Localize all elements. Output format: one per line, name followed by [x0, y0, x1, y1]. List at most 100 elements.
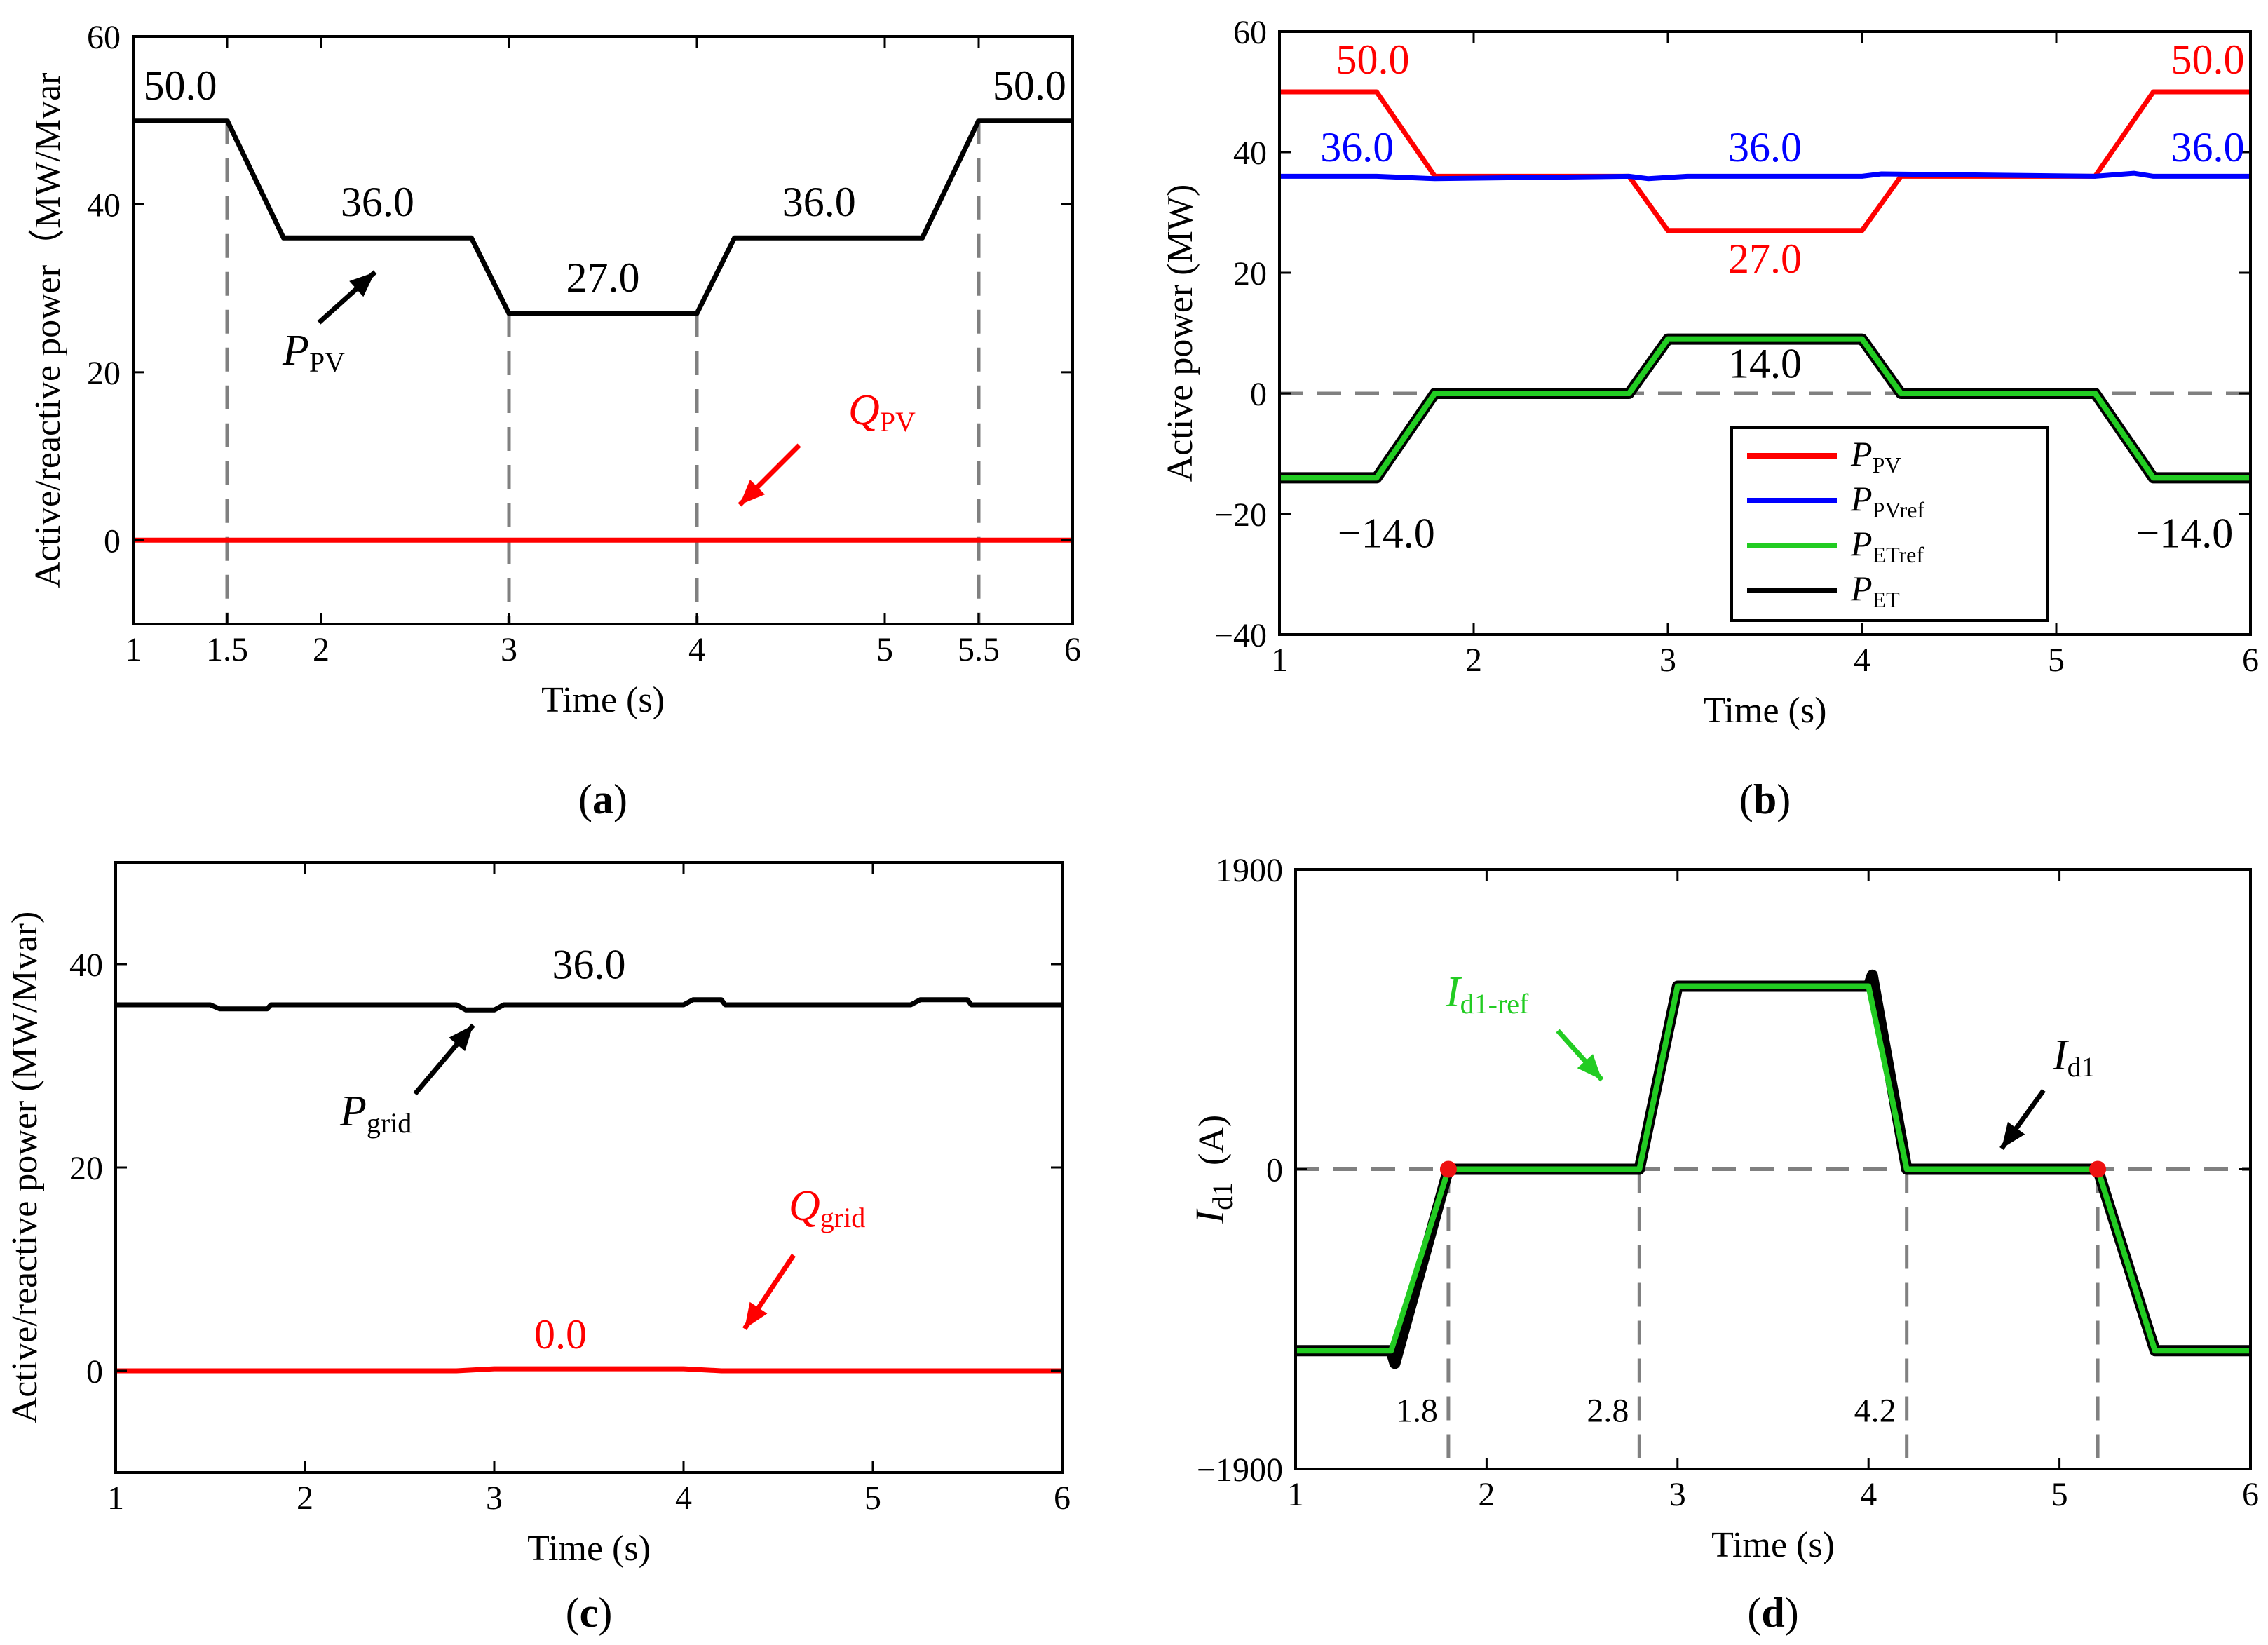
panel-d-vline-label-1: 2.8: [1587, 1393, 1629, 1430]
panel-a-xtick-label-6: 5.5: [958, 631, 1000, 668]
panel-c-caption: (c): [566, 1590, 613, 1636]
panel-a-ytick-label-1: 20: [87, 355, 121, 392]
panel-b-legend-entry-3-main: P: [1850, 569, 1873, 608]
panel-b-legend-entry-0-sub: PV: [1873, 452, 1901, 478]
panel-c-xtick-label-5: 6: [1054, 1480, 1071, 1517]
panel-c-ylabel-text: Active/reactive power (MW/Mvar): [5, 912, 45, 1424]
panel-a-label-qpv: QPV: [848, 386, 916, 438]
panel-a-xtick-label-5: 5: [876, 631, 893, 668]
panel-c-ylabel: Active/reactive power (MW/Mvar): [5, 912, 45, 1424]
panel-a-ytick-label-2: 40: [87, 187, 121, 224]
panel-d-xtick-label-5: 6: [2242, 1476, 2259, 1513]
panel-b-legend-entry-2-sub: ETref: [1873, 542, 1924, 567]
panel-a-xtick-label-7: 6: [1064, 631, 1081, 668]
panel-b-caption-part-0: (: [1739, 776, 1753, 822]
panel-c-label-qgrid: Qgrid: [789, 1182, 865, 1233]
panel-b-legend-entry-0-main: P: [1850, 434, 1873, 473]
panel-b-legend-entry-3-sub: ET: [1873, 587, 1901, 612]
panel-d-caption: (d): [1747, 1590, 1798, 1636]
panel-d-arrow-id1-head: [2002, 1122, 2025, 1149]
panel-d-ytick-label-2: 1900: [1216, 852, 1283, 889]
panel-a-xtick-label-2: 2: [313, 631, 330, 668]
panel-d-xtick-label-3: 4: [1860, 1476, 1877, 1513]
panel-a-ytick-label-3: 60: [87, 19, 121, 56]
panel-d-xtick-label-4: 5: [2051, 1476, 2068, 1513]
panel-d-series-i-d1-ref: [1296, 983, 2250, 1354]
panel-d-marker-0: [1439, 1160, 1457, 1178]
panel-a-annotation-1: 36.0: [341, 179, 414, 225]
panel-c-label-pgrid: Pgrid: [339, 1088, 412, 1139]
panel-d-label-id1ref: Id1-ref: [1445, 968, 1529, 1020]
panel-b-ytick-label-0: −40: [1214, 617, 1267, 654]
panel-d-caption-part-0: (: [1747, 1590, 1761, 1636]
panel-a-ylabel: Active/reactive power（MW/Mvar: [28, 73, 68, 588]
panel-c-caption-part-0: (: [566, 1590, 580, 1636]
panel-c-ytick-label-0: 0: [86, 1353, 103, 1390]
panel-c-arrow-qgrid-head: [745, 1301, 768, 1329]
panel-b-xtick-label-2: 3: [1659, 642, 1676, 679]
panel-c-caption-part-2: ): [598, 1590, 612, 1636]
panel-b-xtick-label-4: 5: [2048, 642, 2065, 679]
panel-b-series-p-pv: [1279, 89, 2250, 233]
panel-a-label-ppv-main: P: [282, 327, 309, 374]
panel-c-annotation-0: 36.0: [552, 941, 626, 987]
panel-c-series-p-grid: [116, 997, 1062, 1013]
panel-c-label-qgrid-sub: grid: [820, 1202, 865, 1233]
panel-a-caption-part-1: a: [592, 776, 613, 822]
panel-b-annotation-6: 50.0: [2171, 36, 2245, 83]
panel-b-xtick-label-1: 2: [1465, 642, 1482, 679]
panel-b-legend-entry-1-sub: PVref: [1873, 497, 1925, 522]
panel-d-label-id1ref-sub: d1-ref: [1460, 988, 1529, 1020]
panel-a-axes-frame: [132, 35, 1074, 625]
panel-a-caption-part-2: ): [613, 776, 627, 822]
panel-b-annotation-8: −14.0: [2135, 510, 2233, 556]
panel-b-annotation-1: 36.0: [1320, 124, 1394, 170]
panel-b-ytick-label-1: −20: [1214, 496, 1267, 534]
panel-b-annotation-5: −14.0: [1338, 510, 1435, 556]
panel-b-axes-frame: [1278, 30, 2252, 636]
panel-d-label-id1-main: I: [2052, 1031, 2070, 1079]
panel-a-arrow-qpv-head: [740, 479, 766, 505]
panel-d-caption-part-2: ): [1785, 1590, 1799, 1636]
panel-b-annotation-2: 36.0: [1728, 124, 1802, 170]
panel-d-ytick-label-1: 0: [1266, 1152, 1283, 1189]
panel-b-ylabel: Active power (MW): [1160, 184, 1200, 482]
panel-a-caption-part-0: (: [578, 776, 592, 822]
panel-a-xtick-label-0: 1: [125, 631, 142, 668]
panel-b-xtick-label-3: 4: [1854, 642, 1870, 679]
panel-d-label-id1ref-main: I: [1445, 968, 1462, 1016]
panel-b-legend-entry-3: PET: [1850, 569, 1900, 612]
panel-b-legend-entry-1: PPVref: [1850, 479, 1924, 522]
panel-b-ytick-label-3: 20: [1233, 255, 1267, 292]
panel-d-vline-label-0: 1.8: [1396, 1393, 1438, 1430]
panel-d-xlabel: Time (s): [1711, 1525, 1835, 1565]
panel-b-series-p-pvref: [1279, 170, 2250, 182]
panel-b-ylabel-text: Active power (MW): [1160, 184, 1200, 482]
panel-a-annotation-3: 36.0: [782, 179, 856, 225]
panel-b-caption-part-2: ): [1777, 776, 1791, 822]
panel-b-ytick-label-2: 0: [1250, 376, 1267, 413]
panel-d-caption-part-1: d: [1761, 1590, 1784, 1636]
panel-b-ytick-label-4: 40: [1233, 135, 1267, 172]
panel-d-ylabel-symbol: I: [1187, 1208, 1233, 1224]
panel-b-legend-entry-0: PPV: [1850, 434, 1901, 478]
panel-c-ytick-label-1: 20: [69, 1150, 103, 1187]
panel-a-label-qpv-sub: PV: [880, 406, 916, 438]
panel-a-xtick-label-4: 4: [688, 631, 705, 668]
panel-d-xtick-label-1: 2: [1478, 1476, 1495, 1513]
panel-d-label-id1: Id1: [2052, 1031, 2096, 1083]
panel-a-xtick-label-1: 1.5: [206, 631, 248, 668]
panel-c-series-q-grid: [116, 1366, 1062, 1374]
panel-a-annotation-4: 50.0: [993, 62, 1066, 109]
panel-d-marker-1: [2089, 1160, 2107, 1178]
panel-c-label-pgrid-main: P: [339, 1088, 367, 1135]
panel-d-ylabel-symbol-sub: d1: [1207, 1182, 1238, 1210]
panel-a-series-p-pv: [133, 118, 1073, 316]
panel-c-arrow-pgrid-head: [449, 1025, 473, 1052]
panel-a-annotation-2: 27.0: [566, 255, 640, 301]
panel-a-arrow-ppv-head: [349, 272, 375, 297]
panel-c-caption-part-1: c: [580, 1590, 599, 1636]
panel-b-xlabel: Time (s): [1704, 691, 1827, 731]
panel-c-xtick-label-0: 1: [107, 1480, 124, 1517]
